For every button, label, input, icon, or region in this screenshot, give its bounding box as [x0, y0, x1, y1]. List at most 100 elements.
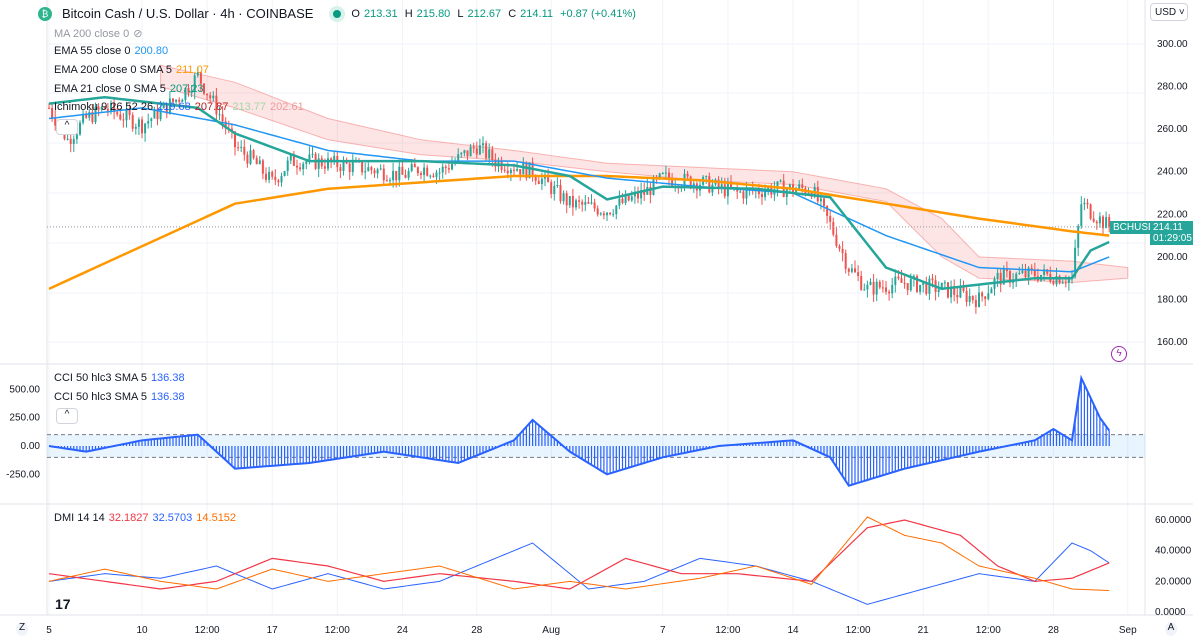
candle-body: [872, 281, 875, 295]
candle-body: [423, 167, 426, 176]
candle-body: [116, 112, 119, 115]
candle-body: [1098, 216, 1101, 224]
candle-body: [178, 99, 181, 102]
candle-body: [283, 171, 286, 176]
candle-body: [441, 166, 444, 173]
dmi-tick: 20.0000: [1155, 576, 1192, 587]
candle-body: [1030, 267, 1033, 270]
open-label: O: [351, 7, 360, 20]
candle-body: [128, 109, 131, 116]
candle-body: [1033, 269, 1036, 277]
candle-body: [351, 162, 354, 172]
cci2-legend[interactable]: CCI 50 hlc3 SMA 5 136.38: [54, 391, 189, 403]
candle-body: [438, 172, 441, 174]
candle-body: [339, 167, 342, 172]
candle-body: [832, 221, 835, 235]
candle-body: [761, 194, 763, 198]
candle-body: [829, 215, 832, 222]
candle-body: [246, 154, 249, 164]
candle-body: [798, 184, 801, 189]
zoom-button[interactable]: Z: [16, 622, 28, 636]
candle-body: [522, 162, 525, 175]
candle-body: [903, 282, 906, 284]
candle-body: [88, 112, 91, 118]
candle-body: [509, 169, 512, 174]
collapse-cci-button[interactable]: ^: [56, 408, 78, 424]
candle-body: [72, 139, 75, 144]
price-tick: 180.00: [1157, 294, 1188, 305]
candle-body: [547, 174, 550, 183]
candle-body: [723, 184, 726, 197]
ema21-legend[interactable]: EMA 21 close 0 SMA 5 207.23: [54, 83, 208, 95]
candle-body: [274, 176, 277, 181]
ema55-legend[interactable]: EMA 55 close 0 200.80: [54, 45, 172, 57]
candle-body: [100, 107, 103, 110]
candle-body: [739, 191, 742, 193]
lightning-icon[interactable]: ϟ: [1111, 346, 1127, 362]
candle-body: [401, 166, 404, 175]
candle-body: [593, 202, 596, 209]
price-tick: 280.00: [1157, 82, 1188, 93]
candle-body: [258, 160, 261, 165]
candle-body: [730, 183, 732, 189]
candle-body: [413, 164, 416, 168]
candle-body: [286, 160, 289, 172]
ema200-legend[interactable]: EMA 200 close 0 SMA 5 211.07: [54, 64, 213, 76]
auto-scale-button[interactable]: A: [1165, 622, 1177, 636]
time-tick: 7: [660, 625, 666, 636]
candle-body: [485, 143, 488, 159]
candle-body: [819, 198, 822, 202]
time-tick: 28: [1048, 625, 1060, 636]
candle-body: [556, 185, 559, 187]
ichimoku-legend[interactable]: Ichimoku 9 26 52 26 219.68 207.87 213.77 202…: [54, 101, 308, 113]
hidden-eye-icon[interactable]: ⊘: [133, 28, 143, 40]
candle-body: [519, 169, 522, 175]
candle-body: [1005, 269, 1008, 272]
ema200-line: [48, 174, 1110, 290]
cci2-value: 136.38: [150, 391, 185, 403]
candle-body: [469, 146, 472, 157]
price-tick: 160.00: [1157, 337, 1188, 348]
candle-body: [141, 119, 143, 134]
candle-body: [82, 113, 85, 123]
candle-body: [376, 169, 379, 174]
ma-legend[interactable]: MA 200 close 0 ⊘: [54, 27, 146, 40]
candle-body: [1092, 218, 1095, 222]
candle-body: [689, 176, 692, 188]
ema200-value: 211.07: [176, 64, 209, 76]
candle-body: [234, 131, 236, 148]
candle-body: [1095, 221, 1098, 224]
candle-body: [584, 202, 587, 205]
candle-body: [664, 172, 667, 174]
symbol-title[interactable]: Bitcoin Cash / U.S. Dollar · 4h · COINBA…: [62, 6, 314, 21]
candle-body: [885, 287, 887, 292]
ichimoku-cloud: [160, 64, 1129, 283]
candle-body: [835, 234, 838, 246]
candle-body: [292, 154, 295, 166]
candle-body: [51, 108, 54, 118]
candle-body: [460, 152, 463, 155]
candle-body: [658, 173, 661, 179]
candle-body: [779, 180, 782, 182]
candle-body: [373, 170, 376, 174]
candle-body: [137, 119, 140, 127]
cci1-legend[interactable]: CCI 50 hlc3 SMA 5 136.38: [54, 372, 189, 384]
candle-body: [407, 170, 410, 178]
candle-body: [940, 282, 943, 290]
candle-body: [953, 286, 956, 295]
candle-body: [764, 191, 767, 198]
candle-body: [971, 295, 974, 301]
cci-band: [47, 434, 1145, 458]
bitcoin-cash-icon: ₿: [38, 6, 52, 21]
collapse-legend-button[interactable]: ^: [56, 119, 78, 135]
candle-body: [317, 158, 320, 169]
dmi-legend[interactable]: DMI 14 14 32.1827 32.5703 14.5152: [54, 512, 240, 524]
candle-body: [999, 272, 1002, 285]
candle-body: [540, 178, 543, 185]
currency-selector[interactable]: USD ˅: [1150, 3, 1188, 21]
dmi-tick: 60.0000: [1155, 515, 1192, 526]
candle-body: [916, 276, 918, 292]
candle-body: [252, 150, 255, 159]
candle-body: [196, 72, 199, 76]
